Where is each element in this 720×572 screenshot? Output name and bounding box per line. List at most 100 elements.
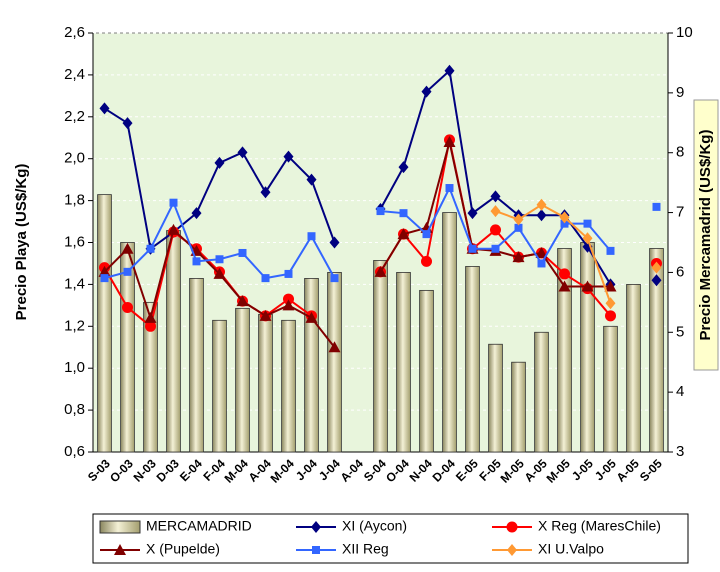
point xyxy=(376,207,385,216)
bar xyxy=(189,278,204,453)
point xyxy=(306,173,317,186)
point xyxy=(237,146,248,159)
bar xyxy=(419,289,434,453)
point xyxy=(512,251,525,263)
point xyxy=(283,150,294,163)
point xyxy=(558,280,571,292)
x-tick-label: D-04 xyxy=(430,456,459,485)
point xyxy=(191,207,202,220)
y-tick-label: 1,6 xyxy=(64,233,85,250)
legend xyxy=(92,513,689,564)
point xyxy=(490,205,501,218)
y2-title-box xyxy=(693,99,719,371)
x-tick-label: M-05 xyxy=(544,456,573,485)
point xyxy=(514,223,523,232)
point xyxy=(445,184,454,193)
y2-tick-label: 5 xyxy=(676,323,684,340)
point xyxy=(559,211,570,224)
y-tick-label: 1,4 xyxy=(64,275,85,292)
point xyxy=(513,213,524,226)
y2-axis-title: Precio Mercamadrid (US$/Kg) xyxy=(697,130,714,341)
point xyxy=(604,280,617,292)
x-tick-label: M-05 xyxy=(498,456,527,485)
point xyxy=(583,219,592,228)
x-tick-label: S-04 xyxy=(361,456,389,484)
point xyxy=(535,246,548,258)
bar xyxy=(235,307,250,453)
y-axis-title: Precio Playa (US$/Kg) xyxy=(13,164,30,321)
legend-marker xyxy=(312,546,320,554)
y-tick-label: 1,2 xyxy=(64,317,85,334)
bar xyxy=(396,272,411,453)
point xyxy=(99,102,110,115)
point xyxy=(259,309,272,321)
bar xyxy=(166,230,181,453)
point xyxy=(121,242,134,254)
point xyxy=(122,301,133,313)
bar xyxy=(281,319,296,453)
point xyxy=(605,297,616,310)
x-tick-label: A-04 xyxy=(338,456,367,485)
bar xyxy=(373,260,388,453)
point xyxy=(98,265,111,277)
y2-tick-label: 10 xyxy=(676,24,693,41)
point xyxy=(559,268,570,280)
point xyxy=(490,190,501,203)
point xyxy=(422,230,431,239)
point xyxy=(652,202,661,211)
bar xyxy=(212,319,227,453)
x-tick-label: S-03 xyxy=(85,456,113,484)
bar xyxy=(557,248,572,453)
y2-tick-label: 8 xyxy=(676,144,684,161)
point xyxy=(399,209,408,218)
point xyxy=(468,244,477,253)
point xyxy=(122,117,133,130)
point xyxy=(146,244,155,253)
bar xyxy=(120,242,135,453)
point xyxy=(490,224,501,236)
point xyxy=(467,207,478,220)
x-tick-label: A-05 xyxy=(522,456,551,485)
point xyxy=(236,295,249,307)
point xyxy=(581,280,594,292)
x-tick-label: J-05 xyxy=(569,456,596,483)
y-tick-label: 2,2 xyxy=(64,108,85,125)
point xyxy=(167,223,180,235)
point xyxy=(330,274,339,283)
legend-marker xyxy=(506,521,518,533)
point xyxy=(123,267,132,276)
x-tick-label: F-05 xyxy=(477,456,505,484)
bar xyxy=(304,278,319,453)
legend-marker xyxy=(114,544,126,555)
bar xyxy=(603,325,618,453)
point xyxy=(536,209,547,222)
bar xyxy=(97,194,112,453)
point xyxy=(284,269,293,278)
point xyxy=(651,274,662,287)
point xyxy=(374,265,387,277)
point xyxy=(305,311,318,323)
x-tick-label: E-04 xyxy=(177,456,205,484)
y-tick-label: 2,0 xyxy=(64,150,85,167)
point xyxy=(582,232,593,245)
point xyxy=(190,244,203,256)
point xyxy=(329,236,340,249)
bar xyxy=(488,343,503,453)
x-tick-label: A-05 xyxy=(614,456,643,485)
point xyxy=(145,320,156,332)
x-tick-label: J-04 xyxy=(293,456,320,483)
y-tick-label: 0,6 xyxy=(64,443,85,460)
point xyxy=(397,228,410,240)
point xyxy=(421,85,432,98)
point xyxy=(100,274,109,283)
y-tick-label: 0,8 xyxy=(64,401,85,418)
bar xyxy=(258,313,273,453)
point xyxy=(192,257,201,266)
point xyxy=(421,255,432,267)
x-tick-label: M-04 xyxy=(268,456,297,485)
x-tick-label: D-03 xyxy=(154,456,183,485)
x-tick-label: J-05 xyxy=(592,456,619,483)
point xyxy=(582,240,593,253)
x-tick-label: O-04 xyxy=(383,456,412,485)
